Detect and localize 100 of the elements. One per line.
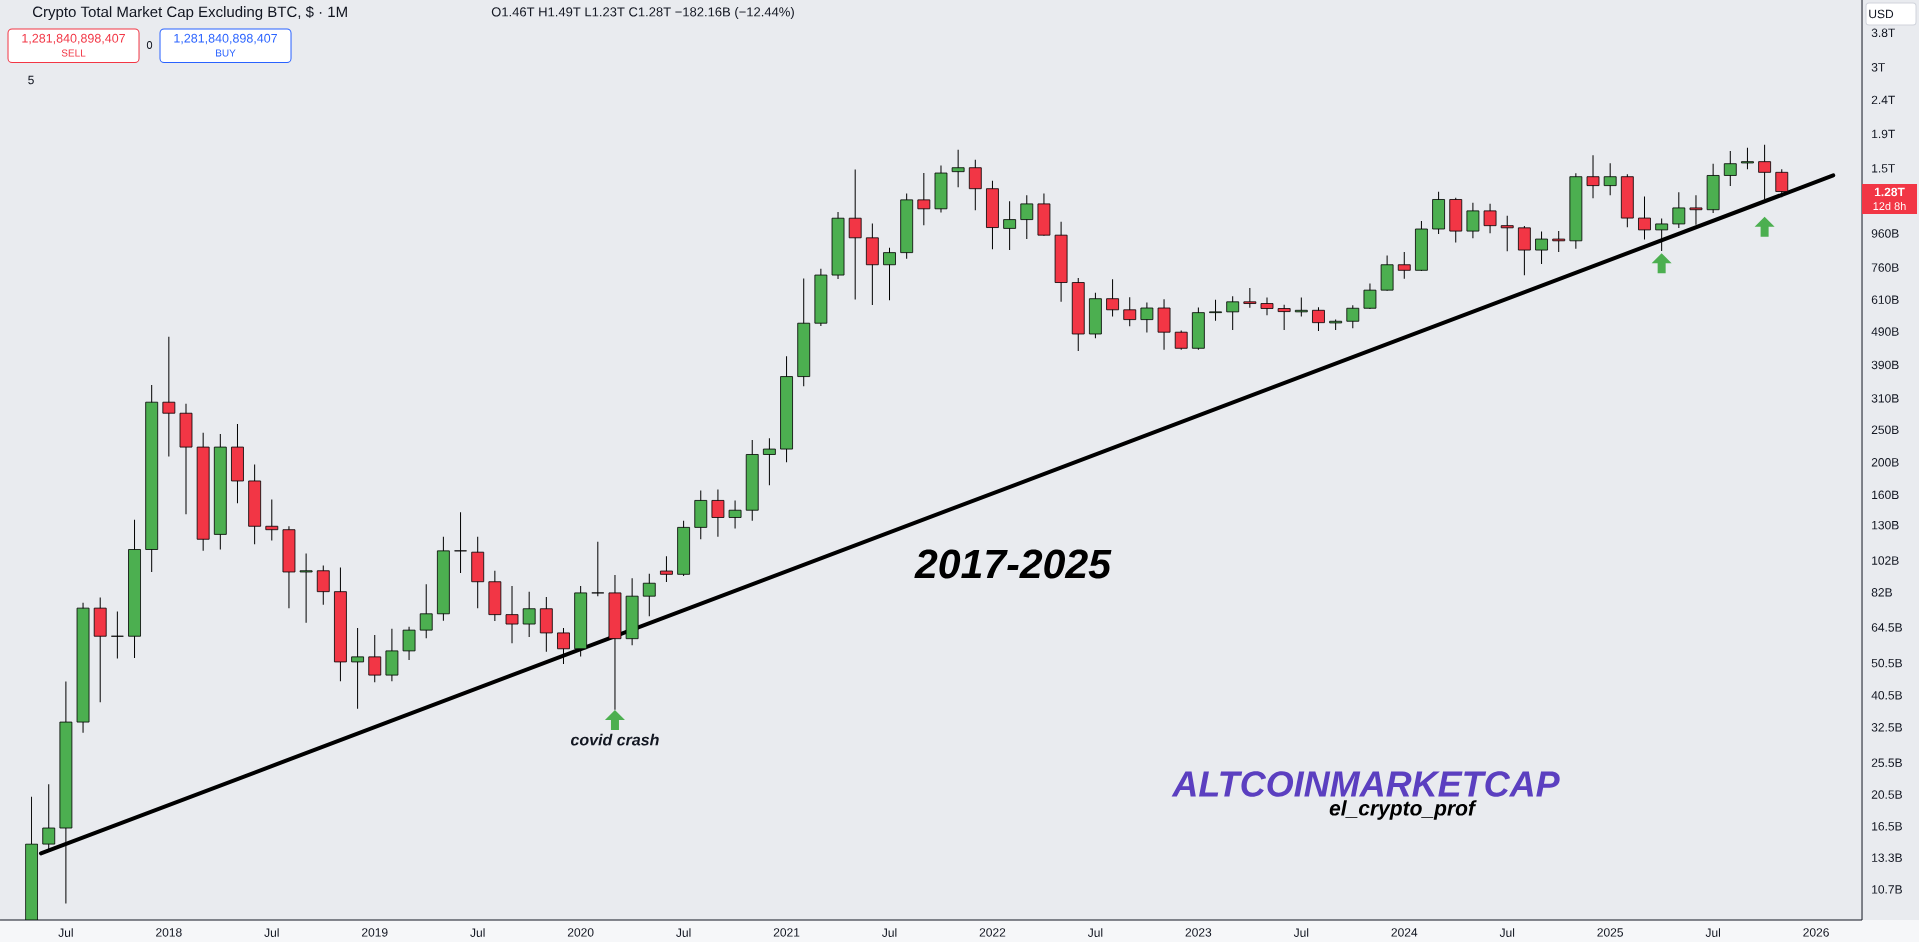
candlestick — [660, 555, 673, 583]
candlestick — [1466, 202, 1480, 239]
candlestick — [917, 172, 931, 226]
candlestick — [1020, 194, 1034, 240]
candlestick — [1003, 200, 1017, 251]
candlestick — [951, 149, 965, 188]
y-tick-label: 64.5B — [1871, 623, 1902, 632]
candlestick — [1689, 194, 1703, 226]
y-tick-label: 1.9T — [1872, 129, 1895, 139]
candlestick — [1723, 150, 1737, 187]
candlestick — [1517, 225, 1531, 276]
candlestick — [299, 553, 313, 624]
y-tick-label: 160B — [1872, 490, 1899, 500]
candlestick — [762, 437, 776, 486]
y-tick-label: 610B — [1871, 295, 1899, 304]
text: 12d 8h — [1873, 201, 1906, 211]
x-tick-label: Jul — [1705, 928, 1720, 937]
x-tick-label: 2019 — [361, 928, 388, 937]
candlestick — [1500, 215, 1514, 252]
candlestick — [265, 498, 279, 542]
candlestick — [728, 499, 742, 530]
annotation: 2017-2025 — [914, 549, 1112, 579]
y-tick-label: 10.7B — [1872, 885, 1902, 894]
candlestick — [162, 336, 176, 458]
y-tick-label: 3T — [1871, 63, 1885, 72]
candlestick — [1672, 191, 1686, 229]
y-tick-label: 130B — [1872, 520, 1899, 530]
candlestick — [1586, 154, 1600, 199]
y-tick-label: 50.5B — [1871, 658, 1902, 668]
x-tick-label: Jul — [882, 928, 897, 937]
candlestick — [1209, 299, 1222, 322]
y-tick-label: 760B — [1871, 263, 1899, 272]
candlestick — [1741, 147, 1754, 170]
annotation: SELL — [61, 49, 86, 57]
text: O1.46T H1.49T L1.23T C1.28T −182.16B (−12.44%) — [491, 6, 794, 20]
y-tick-label: 3.8T — [1871, 28, 1895, 38]
candlestick — [883, 247, 896, 301]
candlestick — [1277, 304, 1291, 331]
candlestick — [1123, 296, 1137, 327]
x-tick-label: 2020 — [567, 928, 594, 937]
text: USD — [1869, 9, 1894, 19]
candlestick — [316, 564, 330, 606]
candlestick — [642, 573, 656, 617]
candlestick — [1655, 217, 1669, 252]
x-tick-label: 2022 — [979, 928, 1006, 937]
point — [1651, 253, 1672, 274]
annotation: ALTCOINMARKETCAP — [1171, 771, 1560, 797]
candlestick — [1243, 287, 1257, 309]
y-tick-label: 250B — [1871, 425, 1899, 434]
candlestick — [968, 159, 982, 211]
candlestick — [1363, 283, 1377, 310]
x-tick-label: Jul — [1293, 928, 1309, 937]
candlestick — [1106, 278, 1119, 318]
candlestick — [711, 489, 725, 538]
candlestick — [505, 585, 519, 644]
x-tick-label: 2021 — [773, 928, 800, 937]
x-tick-label: 2026 — [1803, 928, 1829, 937]
candlestick — [1140, 302, 1154, 333]
candlestick — [1535, 231, 1548, 265]
annotation: BUY — [216, 49, 236, 57]
annotation: 5 — [28, 75, 34, 85]
x-tick-label: Jul — [676, 928, 691, 937]
text: 1.28T — [1874, 187, 1905, 197]
candlestick — [110, 611, 124, 660]
candlestick — [419, 583, 433, 639]
y-tick-label: 102B — [1872, 556, 1899, 565]
candlestick — [1174, 329, 1188, 351]
y-tick-label: 20.5B — [1871, 790, 1902, 799]
y-tick-label: 32.5B — [1871, 723, 1902, 732]
candlestick — [368, 634, 382, 683]
candlestick — [848, 168, 862, 300]
candlestick — [1552, 230, 1566, 253]
y-tick-label: 40.5B — [1871, 691, 1902, 700]
candlestick — [1483, 203, 1497, 234]
x-tick-label: Jul — [264, 928, 279, 937]
y-tick-label: 490B — [1871, 327, 1899, 336]
x-tick-label: Jul — [470, 928, 485, 937]
x-tick-label: 2024 — [1391, 928, 1418, 937]
candlestick — [454, 511, 467, 574]
candlestick — [1226, 295, 1240, 331]
candlestick — [591, 541, 605, 597]
x-tick-label: Jul — [1087, 928, 1103, 937]
annotation: 0 — [146, 41, 153, 49]
point — [604, 709, 625, 730]
candlestick — [402, 626, 416, 661]
y-tick-label: 200B — [1871, 458, 1899, 467]
candlestick — [42, 783, 56, 850]
candlestick — [1312, 306, 1325, 332]
y-tick-label: 16.5B — [1872, 822, 1902, 831]
y-tick-label: 13.3B — [1872, 853, 1902, 862]
y-tick-label: 82B — [1871, 588, 1892, 597]
annotation: covid crash — [570, 733, 659, 746]
candlestick — [1260, 297, 1274, 316]
candlestick — [1294, 297, 1308, 318]
x-tick-label: 2025 — [1597, 928, 1624, 937]
x-tick-label: 2018 — [156, 928, 182, 937]
y-tick-label: 960B — [1871, 229, 1899, 238]
y-tick-label: 2.4T — [1871, 95, 1895, 105]
candlestick — [1638, 196, 1651, 241]
annotation: el_crypto_prof — [1329, 800, 1477, 820]
